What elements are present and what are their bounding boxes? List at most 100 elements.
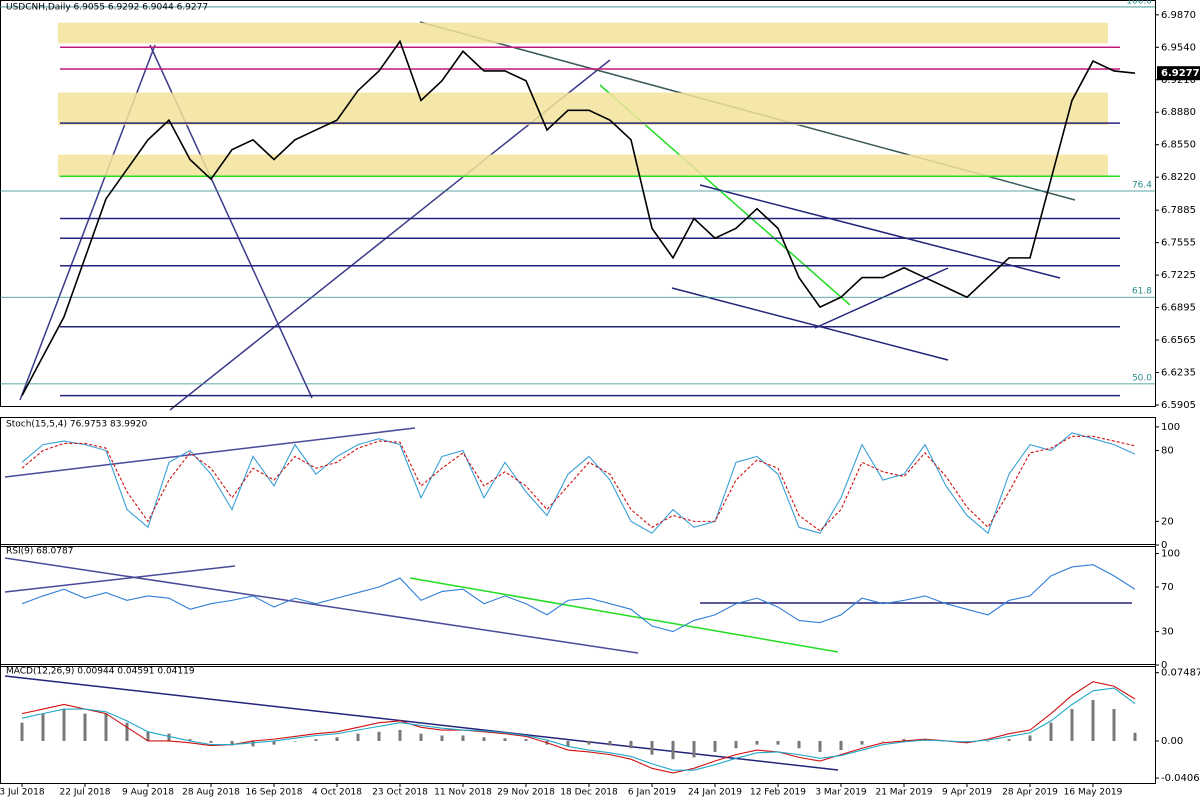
series-line (21, 435, 1136, 532)
y-tick-label: 6.8880 (1161, 107, 1196, 118)
histogram-bar (104, 713, 108, 741)
histogram-bar (650, 740, 654, 755)
histogram-bar (461, 735, 465, 741)
y-tick-label: 6.9540 (1161, 42, 1196, 53)
histogram-bar (671, 740, 675, 760)
series-line (21, 564, 1136, 633)
x-tick-label: 28 Apr 2019 (1002, 788, 1058, 798)
last-price-label: 6.9277 (1161, 68, 1200, 79)
x-tick-label: 29 Nov 2018 (497, 788, 555, 798)
histogram-bar (1028, 735, 1032, 741)
histogram-bar (20, 722, 24, 741)
x-tick-label: 12 Feb 2019 (750, 788, 806, 798)
histogram-bar (860, 740, 864, 745)
histogram-bar (839, 740, 843, 751)
histogram-bar (188, 739, 192, 741)
histogram-bar (272, 740, 276, 745)
y-tick-label: 6.6895 (1161, 303, 1196, 314)
histogram-bar (398, 730, 402, 741)
histogram-bar (482, 737, 486, 741)
histogram-bar (566, 740, 570, 747)
y-tick-label: 0.00 (1161, 736, 1183, 747)
x-tick-label: 9 Aug 2018 (122, 788, 174, 798)
x-tick-label: 22 Jul 2018 (60, 788, 111, 798)
y-tick-label: 6.7885 (1161, 205, 1196, 216)
series-line (21, 687, 1136, 771)
x-tick-label: 28 Aug 2018 (182, 788, 240, 798)
histogram-bar (503, 738, 507, 741)
panel-frame (0, 544, 1156, 667)
histogram-bar (335, 737, 339, 741)
zone (58, 22, 1108, 44)
zone (58, 154, 1108, 178)
histogram-bar (881, 740, 885, 742)
y-tick-label: 70 (1161, 582, 1174, 593)
histogram-bar (1133, 732, 1137, 741)
x-tick-label: 21 Mar 2019 (875, 788, 932, 798)
y-tick-label: 6.7555 (1161, 238, 1196, 249)
histogram-bar (734, 740, 738, 749)
panel-frame (0, 664, 1156, 784)
y-tick-label: 30 (1161, 627, 1174, 638)
y-tick-label: 20 (1161, 516, 1174, 527)
histogram-bar (1049, 722, 1053, 741)
y-tick-label: 6.5905 (1161, 400, 1196, 411)
panel-title: Stoch(15,5,4) 76.9753 83.9920 (6, 420, 147, 430)
histogram-bar (125, 722, 129, 741)
y-tick-label: 80 (1161, 446, 1174, 457)
histogram-bar (1091, 699, 1095, 741)
histogram-bar (167, 733, 171, 741)
series-line (21, 39, 1136, 397)
fib-label: 76.4 (1132, 180, 1152, 190)
histogram-bar (629, 740, 633, 749)
panel-frame (0, 0, 1156, 407)
x-tick-label: 3 Jul 2018 (0, 788, 45, 798)
x-tick-label: 23 Oct 2018 (372, 788, 428, 798)
y-tick-label: 6.6565 (1161, 335, 1196, 346)
x-tick-label: 4 Oct 2018 (312, 788, 362, 798)
histogram-bar (797, 740, 801, 749)
y-tick-label: 100 (1161, 549, 1180, 560)
trendline (671, 287, 949, 361)
x-tick-label: 24 Jan 2019 (688, 788, 742, 798)
y-tick-label: 6.8220 (1161, 172, 1196, 183)
histogram-bar (1007, 739, 1011, 741)
panel-title: RSI(9) 68.0787 (6, 547, 73, 557)
histogram-bar (587, 740, 591, 745)
histogram-bar (83, 713, 87, 741)
panel-title: USDCNH,Daily 6.9055 6.9292 6.9044 6.9277 (6, 3, 208, 13)
x-tick-label: 9 Apr 2019 (942, 788, 992, 798)
histogram-bar (251, 740, 255, 747)
histogram-bar (755, 740, 759, 745)
histogram-bar (902, 739, 906, 741)
histogram-bar (818, 740, 822, 752)
histogram-bar (986, 740, 990, 742)
histogram-bar (209, 740, 213, 743)
trendline (4, 675, 839, 771)
histogram-bar (692, 740, 696, 758)
trendline (699, 184, 1061, 279)
y-tick-label: 6.9870 (1161, 10, 1196, 21)
y-tick-label: 0.07487 (1161, 668, 1200, 679)
fib-label: 50.0 (1132, 373, 1152, 383)
y-tick-label: 6.8550 (1161, 140, 1196, 151)
y-tick-label: -0.04069 (1161, 773, 1200, 784)
y-tick-label: 6.7225 (1161, 270, 1196, 281)
histogram-bar (1112, 709, 1116, 741)
panel-frame (0, 417, 1156, 547)
x-tick-label: 6 Jan 2019 (628, 788, 676, 798)
x-tick-label: 16 May 2019 (1064, 788, 1123, 798)
series-line (21, 432, 1136, 535)
histogram-bar (314, 739, 318, 741)
histogram-bar (419, 733, 423, 741)
histogram-bar (41, 713, 45, 741)
histogram-bar (230, 740, 234, 746)
x-tick-label: 18 Dec 2018 (560, 788, 618, 798)
y-tick-label: 100 (1161, 422, 1180, 433)
trendline (4, 557, 639, 654)
histogram-bar (377, 731, 381, 741)
trendline (4, 565, 236, 593)
y-tick-label: 6.9210 (1161, 75, 1196, 86)
histogram-bar (62, 709, 66, 741)
